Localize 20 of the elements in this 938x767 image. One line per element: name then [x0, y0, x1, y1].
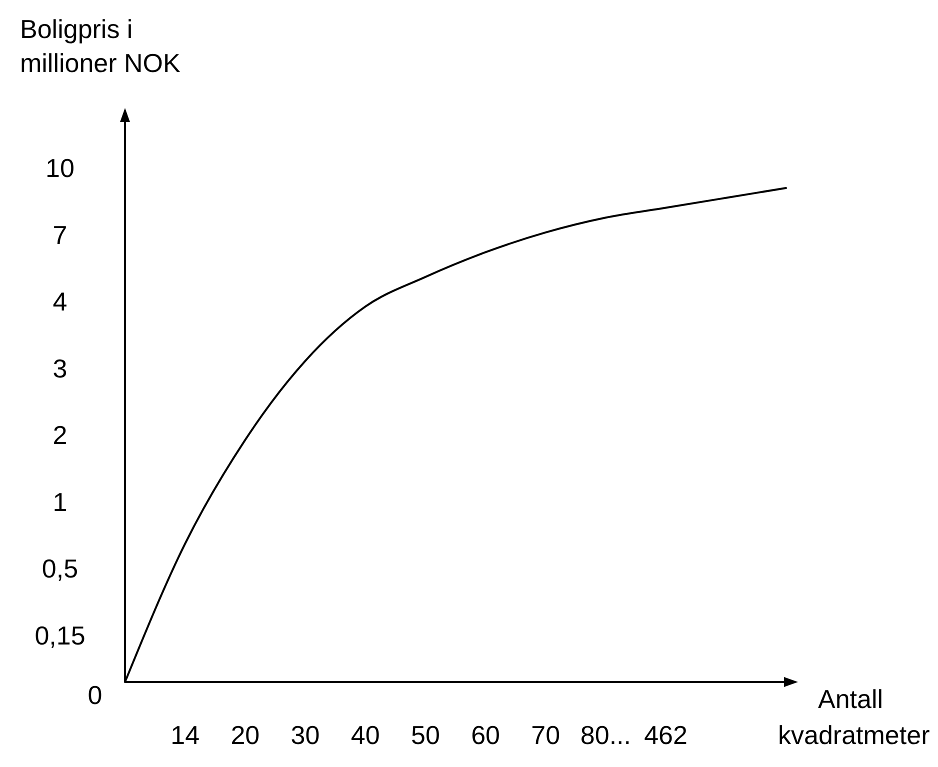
text: 10 — [46, 153, 74, 183]
text: 7 — [52, 220, 68, 250]
x-tick-label: 0 — [88, 680, 102, 710]
text: 2 — [52, 420, 68, 450]
x-tick-label: 50 — [410, 720, 440, 750]
text: 1 — [52, 486, 68, 517]
x-tick-label: 80... — [580, 720, 632, 750]
x-axis-title: Antall kvadratmeter — [778, 684, 930, 750]
x-tick-label: 40 — [350, 720, 380, 750]
text: 0,15 — [34, 620, 86, 650]
text: 3 — [52, 353, 68, 384]
x-tick-label: 70 — [531, 720, 560, 750]
text: 0,5 — [42, 554, 78, 584]
x-tick-label: 14 — [170, 720, 200, 750]
text: 4 — [52, 286, 68, 316]
x-tick-label: 30 — [290, 720, 320, 750]
x-tick-label: 20 — [230, 720, 260, 750]
x-tick-label: 60 — [471, 720, 500, 750]
y-axis-title: Boligpris i millioner NOK — [20, 14, 182, 78]
x-tick-label: 462 — [644, 720, 688, 750]
